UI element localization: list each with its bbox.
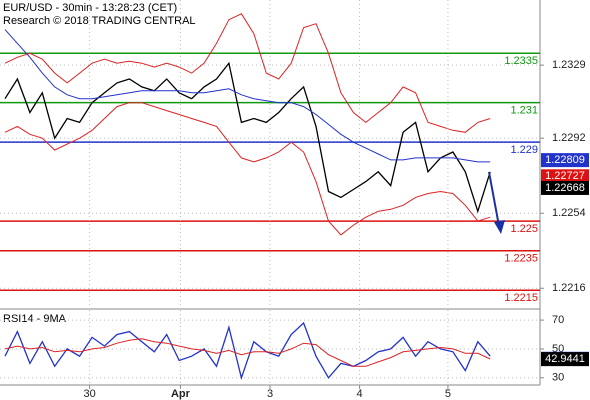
x-tick-label: Apr <box>171 388 191 400</box>
level-label: 1.229 <box>510 144 538 156</box>
indicator-title: RSI14 - 9MA <box>3 313 67 325</box>
x-tick-label: 4 <box>357 388 363 400</box>
series-line <box>4 338 491 367</box>
level-label: 1.225 <box>510 223 538 235</box>
level-label: 1.2235 <box>504 253 538 265</box>
x-tick-label: 30 <box>83 388 95 400</box>
series-line <box>4 29 491 163</box>
level-label: 1.2335 <box>504 55 538 67</box>
forecast-arrowhead <box>494 220 505 234</box>
value-marker-label: 1.22727 <box>545 170 585 182</box>
value-marker <box>541 169 589 184</box>
x-tick-label: 5 <box>445 388 451 400</box>
value-marker <box>541 153 589 168</box>
value-marker-label: 42.9441 <box>545 353 585 365</box>
y-tick-label: 30 <box>552 372 564 384</box>
x-tick-label: 3 <box>267 388 273 400</box>
y-tick-label: 1.2216 <box>552 282 586 294</box>
level-label: 1.2215 <box>504 292 538 304</box>
value-marker <box>541 180 589 195</box>
level-label: 1.231 <box>510 105 538 117</box>
series-line <box>4 13 491 133</box>
chart-title: EUR/USD - 30min - 13:28:23 (CET) <box>3 2 177 14</box>
y-tick-label: 1.2292 <box>552 132 586 144</box>
value-marker <box>541 352 589 367</box>
value-marker-label: 1.22809 <box>545 154 585 166</box>
series-line <box>4 61 491 214</box>
y-tick-label: 1.2329 <box>552 59 586 71</box>
series-line <box>4 102 491 236</box>
value-marker-label: 1.22668 <box>545 182 585 194</box>
chart-subtitle: Research © 2018 TRADING CENTRAL <box>3 15 196 27</box>
y-tick-label: 1.2254 <box>552 207 586 219</box>
forecast-arrow <box>488 171 500 227</box>
series-line <box>4 321 491 381</box>
y-tick-label: 70 <box>552 314 564 326</box>
